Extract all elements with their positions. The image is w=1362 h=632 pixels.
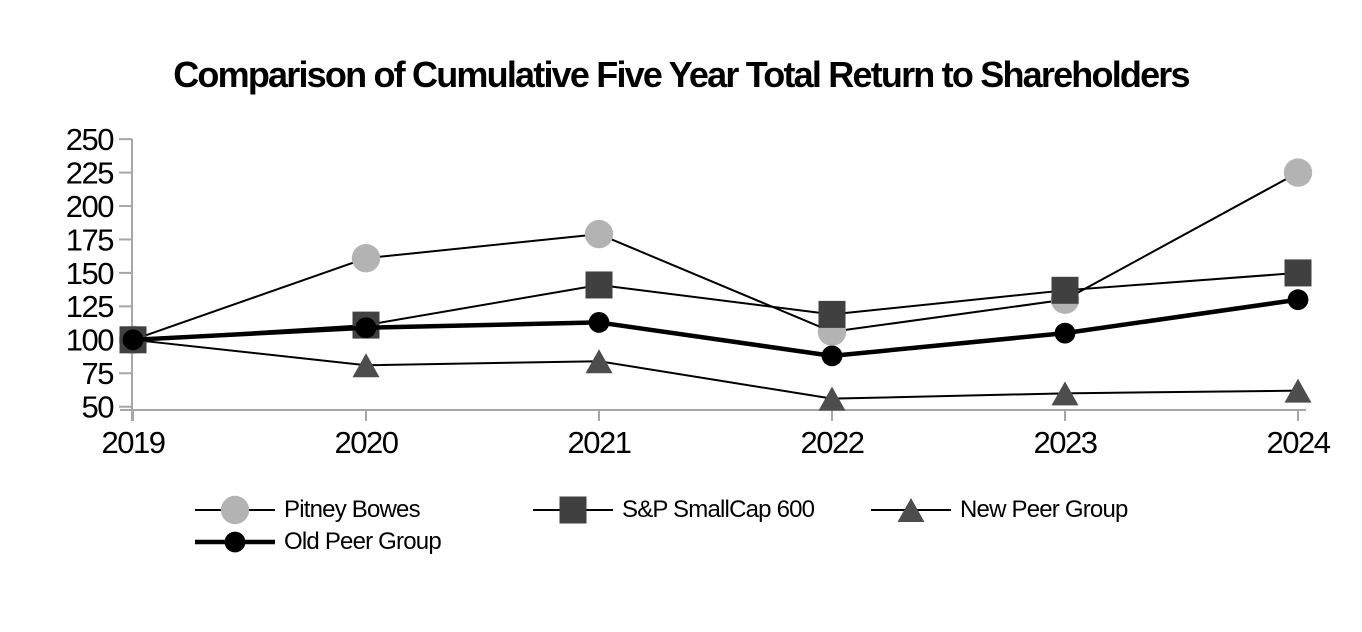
y-axis-tick-label: 100 [66,323,114,358]
x-axis-tick-label: 2021 [568,425,631,460]
y-axis-tick-label: 75 [82,356,114,391]
marker-pitney-bowes [351,244,381,273]
x-axis-tick-label: 2024 [1267,425,1331,460]
marker-old-peer-group [821,345,843,367]
marker-old-peer-group [588,312,610,333]
marker-new-peer-group [585,349,613,374]
marker-new-peer-group [352,353,380,378]
marker-s-p-smallcap-600 [1284,259,1312,287]
series-line-new-peer-group [132,338,1299,400]
y-axis-tick-label: 200 [66,189,114,224]
y-axis-tick-label: 225 [66,155,113,190]
x-axis-tick-label: 2022 [801,425,864,460]
marker-s-p-smallcap-600 [818,300,846,328]
x-axis-tick-label: 2023 [1034,425,1097,460]
y-axis-tick-label: 250 [66,122,114,157]
marker-old-peer-group [122,329,144,351]
x-axis-tick-label: 2020 [335,425,399,460]
y-axis-tick-label: 175 [66,222,113,257]
marker-old-peer-group [1054,322,1076,344]
series-line-pitney-bowes [132,171,1299,341]
marker-old-peer-group [355,317,377,339]
y-axis-tick-label: 125 [66,289,113,324]
marker-new-peer-group [1051,381,1079,406]
marker-s-p-smallcap-600 [585,271,613,299]
chart-title: Comparison of Cumulative Five Year Total… [173,54,1190,95]
y-axis-tick-label: 50 [82,390,115,425]
marker-s-p-smallcap-600 [1051,276,1079,304]
marker-pitney-bowes [1283,158,1313,187]
y-axis-tick-label: 150 [66,256,114,291]
marker-old-peer-group [1287,289,1309,311]
series-line-old-peer-group [132,297,1299,359]
x-axis-tick-label: 2019 [102,425,165,460]
marker-pitney-bowes [584,219,614,249]
marker-new-peer-group [818,386,846,411]
marker-new-peer-group [1284,378,1312,403]
